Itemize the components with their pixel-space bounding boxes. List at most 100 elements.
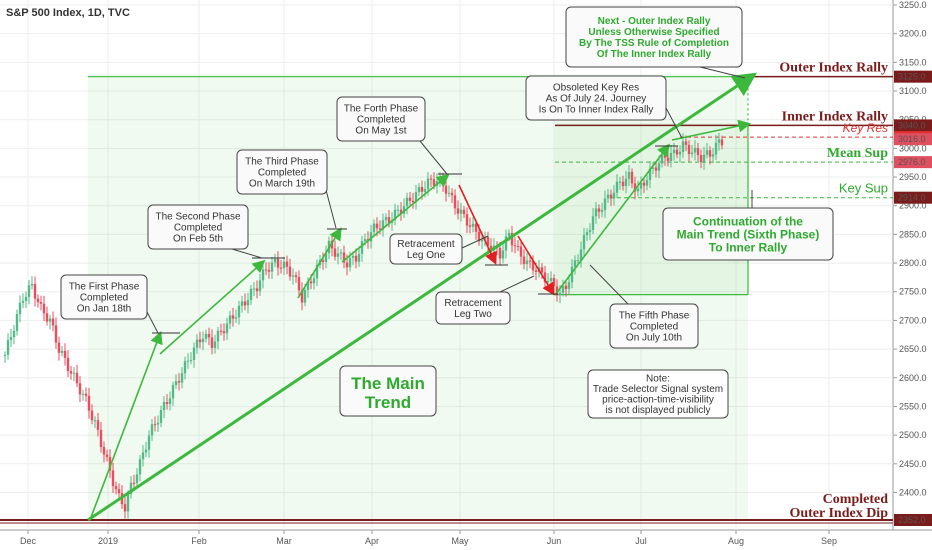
candle-body: [561, 285, 565, 293]
candle-body: [162, 402, 166, 411]
candle-body: [456, 208, 460, 214]
retracement2-callout-line: Retracement: [444, 298, 501, 309]
candle-body: [414, 192, 418, 203]
candle-body: [567, 282, 571, 289]
candle-body: [249, 288, 253, 301]
y-tick-label: 2650.0: [899, 344, 927, 354]
candle-body: [621, 181, 625, 187]
main-trend-callout-frame: [339, 365, 437, 417]
candle-body: [381, 220, 385, 230]
symbol-title: S&P 500 Index, 1D, TVC: [6, 7, 130, 19]
candle-body: [378, 228, 382, 230]
candle-body: [30, 283, 34, 286]
y-tick-label: 3150.0: [899, 57, 927, 67]
candle-body: [573, 260, 577, 267]
candle-body: [48, 318, 52, 322]
phase1-callout-frame: [60, 274, 148, 320]
retracement1-callout-line: Retracement: [397, 239, 454, 250]
retracement1-callout-pointer: [461, 235, 489, 249]
candle-body: [525, 260, 529, 265]
obsoleted-callout-pointer: [665, 107, 683, 139]
candle-body: [96, 420, 100, 430]
candle-body: [432, 179, 436, 186]
candle-body: [480, 239, 484, 242]
candle-body: [33, 283, 37, 299]
candle-body: [333, 248, 337, 257]
y-tick-label: 2600.0: [899, 373, 927, 383]
candle-body: [261, 269, 265, 281]
candle-body: [144, 449, 148, 453]
phase2-callout-line: On Feb 5th: [173, 234, 223, 245]
x-tick-label: Feb: [191, 536, 207, 546]
candle-body: [633, 183, 637, 192]
price-tag: [894, 119, 932, 132]
candle-body: [612, 192, 616, 199]
phase2-callout-line: The Second Phase: [155, 212, 240, 223]
phase4-callout-frame: [336, 96, 426, 142]
candle-body: [348, 257, 352, 268]
candle-body: [531, 260, 535, 271]
next-callout-pointer: [699, 66, 746, 79]
candle-body: [375, 223, 379, 229]
candle-body: [306, 281, 310, 290]
candle-body: [423, 189, 427, 192]
candle-body: [15, 314, 19, 331]
dip-label-line2: Outer Index Dip: [789, 506, 888, 521]
note-callout-frame: [587, 369, 729, 419]
candle-body: [498, 247, 502, 259]
candle-body: [354, 255, 358, 262]
candle-body: [351, 255, 355, 258]
candle-body: [105, 454, 109, 457]
candle-body: [42, 303, 46, 314]
candle-body: [60, 350, 64, 353]
candle-body: [228, 315, 232, 324]
candle-body: [225, 323, 229, 334]
retracement1-callout-line: Leg One: [407, 250, 446, 261]
phase2-callout-line: Completed: [174, 223, 222, 234]
candle-body: [129, 482, 133, 494]
candle-body: [357, 253, 361, 262]
candle-body: [339, 252, 343, 254]
candle-body: [666, 157, 670, 161]
candle-body: [450, 192, 454, 196]
candle-body: [297, 277, 301, 291]
y-tick-label: 2700.0: [899, 315, 927, 325]
outer-rally-label: Outer Index Rally: [779, 61, 888, 76]
candle-body: [609, 194, 613, 199]
candle-body: [360, 240, 364, 254]
candle-body: [363, 239, 367, 241]
candle-body: [513, 245, 517, 247]
candle-body: [522, 256, 526, 265]
x-tick-label: 2019: [98, 536, 118, 546]
candle-body: [393, 209, 397, 221]
candle-body: [585, 232, 589, 236]
candle-body: [207, 333, 211, 338]
candle-body: [543, 272, 547, 283]
candle-body: [204, 333, 208, 339]
candle-body: [660, 154, 664, 164]
candle-body: [108, 456, 112, 471]
x-tick-label: May: [451, 536, 469, 546]
candle-body: [126, 493, 130, 512]
candle-body: [690, 152, 694, 155]
candle-body: [78, 383, 82, 395]
phase1-callout-line: Completed: [80, 293, 128, 304]
candle-body: [711, 154, 715, 157]
candle-body: [468, 225, 472, 227]
candle-body: [570, 266, 574, 283]
candle-body: [444, 185, 448, 194]
phase5-callout-frame: [609, 303, 699, 349]
candle-body: [588, 229, 592, 233]
main-trend-callout-line: The Main: [351, 374, 425, 393]
candle-body: [618, 181, 622, 183]
candle-body: [447, 192, 451, 194]
candle-body: [159, 410, 163, 423]
obsoleted-callout-line: Obsoleted Key Res: [553, 83, 639, 94]
candle-body: [720, 139, 724, 146]
candle-body: [309, 281, 313, 284]
